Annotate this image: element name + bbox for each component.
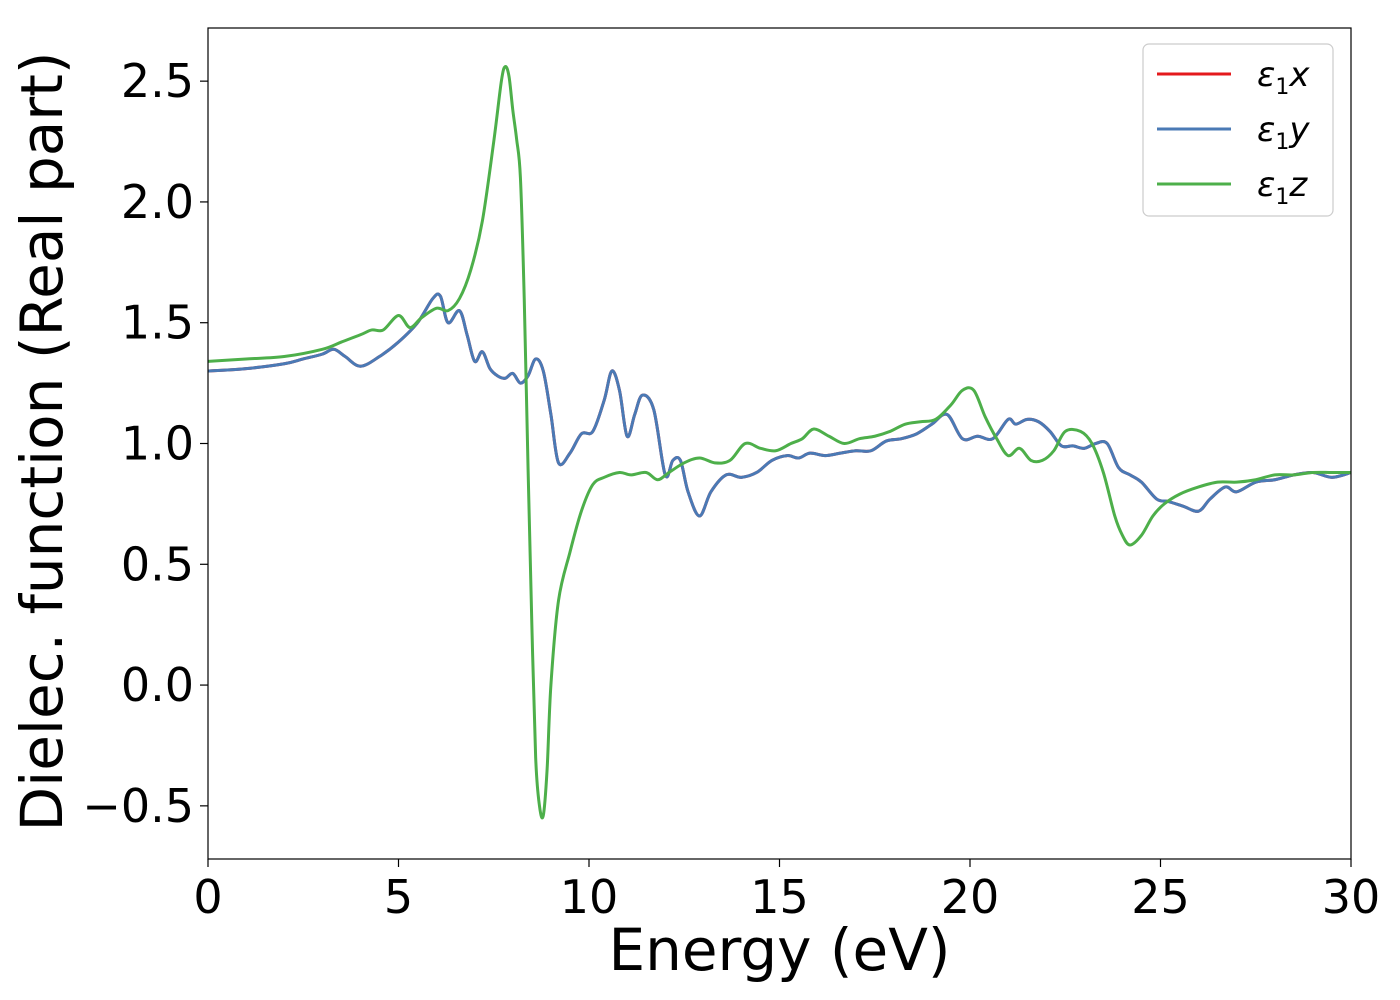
y-tick-label: 2.5 [121,54,194,108]
x-tick-label: 15 [750,870,809,924]
legend-label-x: ε1x [1257,55,1310,100]
y-tick-label: −0.5 [82,779,194,833]
y-tick-label: 0.0 [121,658,194,712]
x-tick-label: 10 [560,870,619,924]
series-layer [208,65,1351,820]
x-tick-label: 30 [1322,870,1381,924]
y-tick-label: 1.0 [121,417,194,471]
y-tick-label: 0.5 [121,537,194,591]
series-line-y [208,292,1351,518]
legend-label-z: ε1z [1257,165,1308,210]
series-line-z [208,65,1351,820]
y-tick-label: 2.0 [121,175,194,229]
legend: ε1x ε1y ε1z [1142,43,1334,217]
x-tick-label: 0 [193,870,222,924]
legend-box [1142,43,1334,217]
x-tick-label: 25 [1131,870,1190,924]
y-axis-ticks: −0.5 0.0 0.5 1.0 1.5 2.0 2.5 [82,54,208,833]
x-axis-ticks: 0 5 10 15 20 25 30 [193,859,1380,924]
y-tick-label: 1.5 [121,296,194,350]
x-tick-label: 5 [384,870,413,924]
legend-label-y: ε1y [1257,110,1310,155]
y-axis-label: Dielec. function (Real part) [8,51,76,831]
x-axis-label: Energy (eV) [608,916,950,984]
x-tick-label: 20 [941,870,1000,924]
